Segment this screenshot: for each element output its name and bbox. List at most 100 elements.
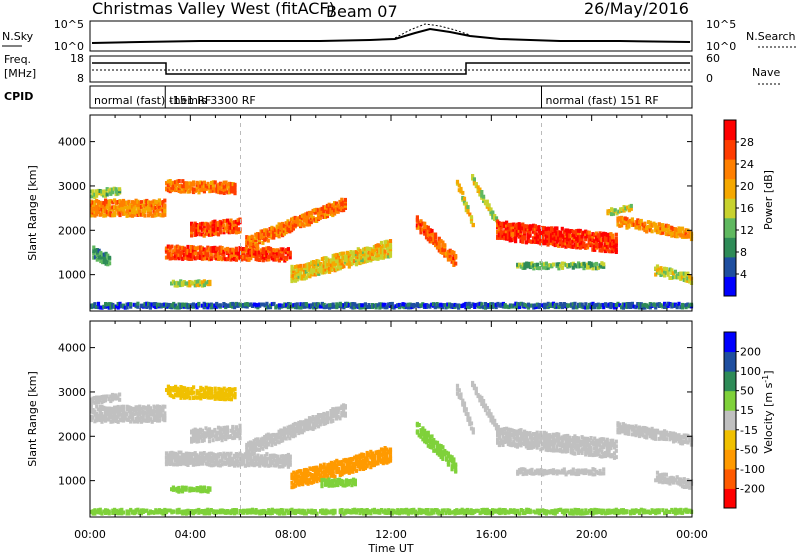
scatter-cell (197, 251, 201, 256)
scatter-cell (439, 239, 443, 244)
scatter-cell (233, 391, 237, 396)
scatter-cell (292, 303, 296, 308)
scatter-cell (606, 209, 610, 214)
scatter-cell (624, 206, 628, 211)
scatter-cell (578, 234, 582, 239)
scatter-cell (602, 437, 606, 442)
scatter-cell (181, 460, 185, 465)
scatter-cell (347, 457, 351, 462)
scatter-cell (265, 452, 269, 457)
scatter-cell (415, 302, 419, 307)
scatter-cell (236, 459, 240, 464)
scatter-cell (657, 222, 661, 227)
scatter-cell (288, 226, 292, 231)
scatter-cell (127, 405, 131, 410)
scatter-cell (301, 475, 305, 480)
scatter-cell (568, 263, 572, 268)
scatter-cell (102, 304, 106, 309)
scatter-cell (575, 236, 579, 241)
scatter-cell (343, 404, 347, 409)
scatter-cell (216, 425, 221, 430)
scatter-cell (480, 193, 484, 198)
scatter-cell (277, 429, 281, 434)
scatter-cell (385, 239, 389, 244)
scatter-cell (220, 182, 224, 187)
scatter-cell (285, 303, 289, 308)
scatter-cell (220, 251, 224, 256)
scatter-cell (566, 303, 570, 308)
scatter-cell (233, 387, 237, 392)
scatter-cell (148, 207, 152, 212)
scatter-cell (202, 392, 206, 397)
scatter-cell (614, 444, 618, 449)
scatter-cell (507, 305, 511, 310)
scatter-cell (505, 233, 509, 238)
scatter-cell (311, 427, 315, 431)
scatter-cell (193, 246, 197, 251)
scatter-cell (376, 253, 380, 258)
scatter-cell (342, 405, 346, 410)
scatter-cell (138, 208, 142, 213)
scatter-cell (315, 423, 319, 427)
scatter-cell (211, 429, 215, 434)
scatter-cell (118, 304, 122, 309)
scatter-cell (501, 443, 505, 447)
scatter-cell (358, 256, 362, 261)
scatter-cell (619, 207, 623, 212)
scatter-cell (264, 231, 269, 236)
scatter-cell (206, 389, 210, 394)
scatter-cell (387, 254, 391, 259)
scatter-cell (282, 228, 286, 233)
scatter-cell (611, 246, 615, 251)
scatter-cell (184, 454, 188, 459)
scatter-cell (469, 421, 474, 426)
scatter-cell (338, 207, 342, 212)
scatter-cell (240, 455, 244, 460)
scatter-cell (478, 192, 482, 197)
scatter-cell (257, 439, 261, 444)
scatter-cell (526, 438, 530, 443)
scatter-cell (521, 239, 525, 244)
scatter-cell (304, 269, 308, 274)
scatter-cell (673, 234, 677, 239)
scatter-cell (637, 430, 642, 435)
scatter-cell (225, 225, 230, 229)
scatter-cell (455, 387, 460, 392)
scatter-cell (331, 304, 335, 309)
scatter-cell (315, 476, 319, 481)
scatter-cell (306, 273, 310, 277)
scatter-cell (202, 434, 206, 439)
scatter-cell (532, 229, 536, 234)
scatter-cell (98, 212, 102, 217)
scatter-cell (661, 270, 665, 275)
scatter-cell (614, 448, 618, 453)
scatter-cell (161, 203, 165, 208)
scatter-cell (210, 390, 214, 395)
scatter-cell (168, 388, 172, 393)
scatter-cell (535, 225, 539, 230)
scatter-cell (141, 409, 145, 414)
scatter-cell (206, 282, 210, 287)
scatter-cell (452, 253, 456, 257)
scatter-cell (347, 470, 351, 475)
scatter-cell (435, 245, 440, 250)
scatter-cell (341, 483, 345, 488)
scatter-cell (560, 303, 565, 308)
scatter-cell (159, 213, 163, 218)
scatter-cell (568, 303, 572, 308)
scatter-cell (313, 470, 317, 475)
scatter-cell (585, 234, 590, 239)
scatter-cell (336, 209, 340, 214)
scatter-cell (550, 233, 554, 238)
scatter-cell (611, 241, 615, 246)
scatter-cell (446, 460, 450, 464)
scatter-cell (95, 208, 99, 212)
scatter-cell (179, 395, 183, 400)
scatter-cell (670, 233, 674, 238)
scatter-cell (329, 263, 333, 268)
scatter-cell (325, 420, 329, 425)
scatter-cell (276, 457, 280, 462)
scatter-cell (113, 211, 117, 216)
scatter-cell (299, 217, 303, 221)
scatter-cell (626, 205, 630, 210)
